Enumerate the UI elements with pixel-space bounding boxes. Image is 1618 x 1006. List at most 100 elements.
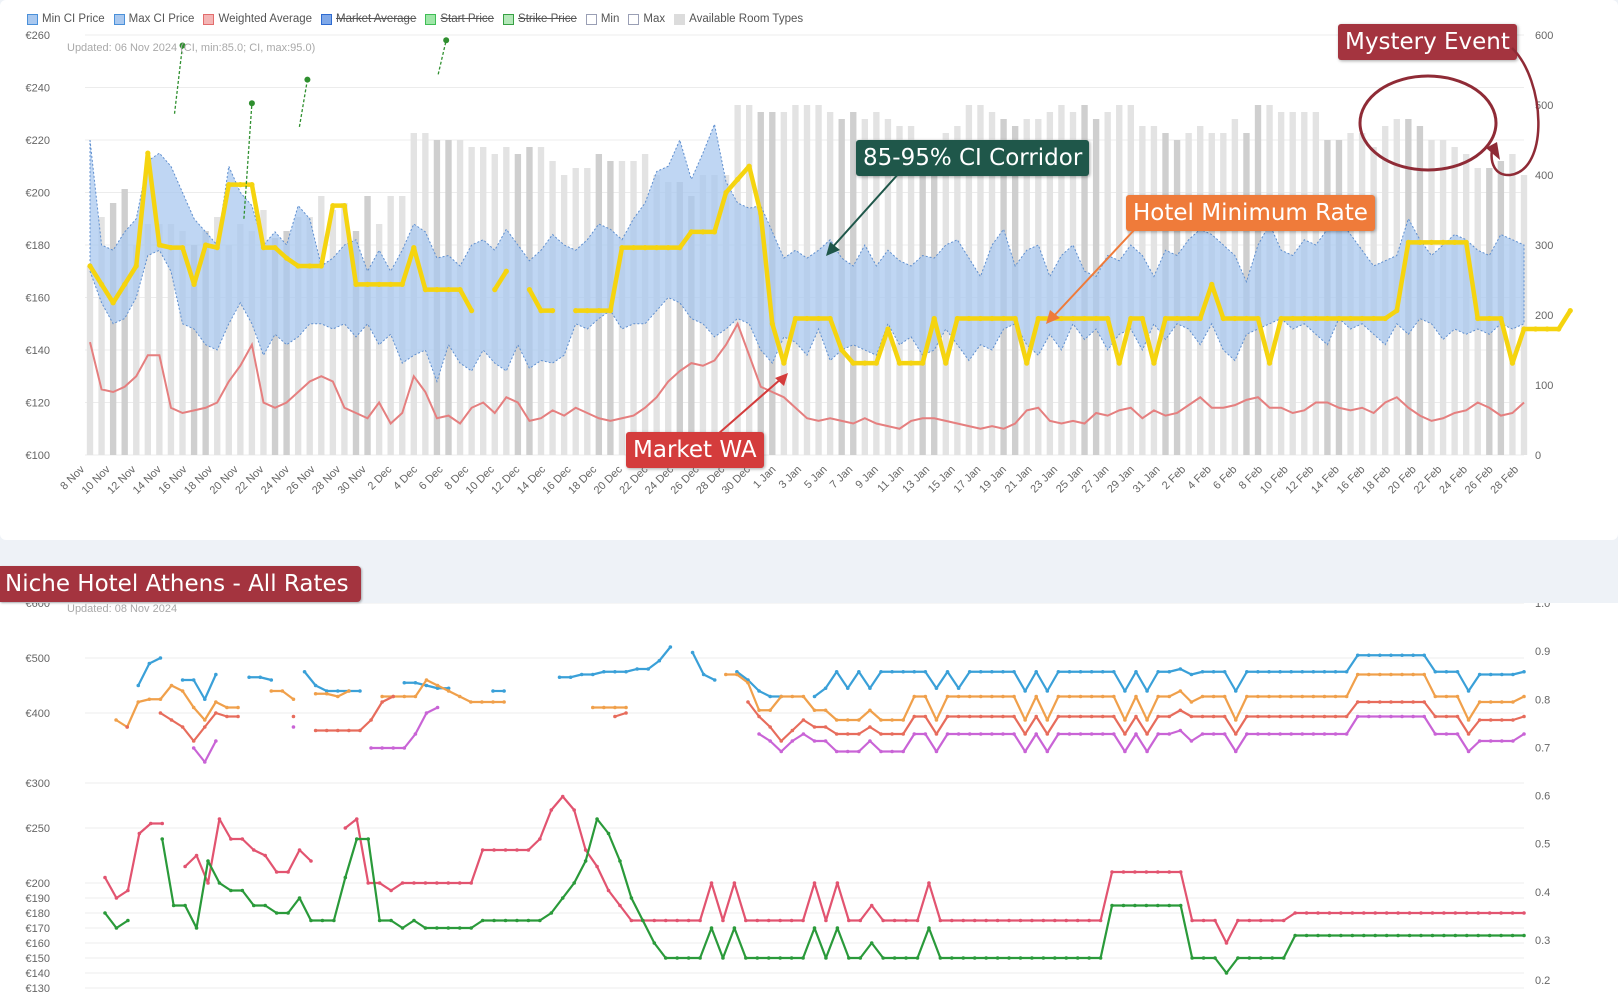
room-type-bar <box>306 217 313 455</box>
rate-series-point <box>136 700 141 704</box>
hotel-minimum-rate-point <box>896 360 903 366</box>
rate-series-point <box>1430 933 1435 938</box>
rate-series-point <box>1258 956 1263 960</box>
rate-series-point <box>136 683 141 688</box>
legend-item[interactable]: Min CI Price <box>27 13 105 25</box>
y-tick-label: €240 <box>26 83 50 95</box>
hotel-minimum-rate-point <box>977 315 984 322</box>
y-tick-label: €130 <box>26 983 50 995</box>
hotel-minimum-rate-point <box>1290 315 1296 322</box>
y2-tick-label: 400 <box>1535 170 1553 182</box>
rate-series-point <box>1289 669 1293 674</box>
legend-item[interactable]: Max CI Price <box>113 13 194 25</box>
rate-series-point <box>978 714 983 719</box>
legend-item[interactable]: Max <box>628 13 665 25</box>
rate-series-point <box>568 675 573 680</box>
rate-series-point <box>812 881 817 885</box>
rate-series-point <box>847 956 851 960</box>
rate-series-point <box>779 749 784 754</box>
rate-series-point <box>274 870 279 874</box>
hotel-minimum-rate-point <box>1452 239 1458 245</box>
rate-series-point <box>1211 694 1216 699</box>
rate-series-point <box>1477 739 1482 743</box>
rate-series-point <box>1201 956 1206 960</box>
rate-series-point <box>1078 669 1083 674</box>
rate-series-point <box>424 678 429 682</box>
rate-series-point <box>990 714 994 719</box>
rate-series-point <box>1078 732 1083 736</box>
rate-series-point <box>286 911 290 915</box>
room-type-bar <box>665 182 672 455</box>
rate-series-point <box>297 896 302 900</box>
rate-series-point <box>457 694 462 699</box>
legend-swatch <box>425 13 437 25</box>
y-tick-label: €200 <box>26 878 50 890</box>
rate-series-point <box>1396 911 1400 915</box>
rate-series-point <box>309 918 313 923</box>
legend-item[interactable]: Min <box>585 13 619 25</box>
hotel-minimum-rate-point <box>503 268 509 274</box>
hotel-minimum-rate-point <box>573 308 579 314</box>
legend-item[interactable]: Strike Price <box>503 13 577 25</box>
hotel-minimum-rate-point <box>1093 315 1099 322</box>
rate-series-point <box>1378 700 1382 704</box>
rate-series-point <box>961 918 966 923</box>
x-tick-label: 31 Jan <box>1131 464 1163 496</box>
rate-series-point <box>904 956 908 960</box>
room-type-bar <box>133 245 140 455</box>
rate-series-point <box>1322 669 1327 674</box>
rate-series-point <box>1189 672 1194 677</box>
legend-label: Strike Price <box>518 13 577 25</box>
hotel-minimum-rate-point <box>1475 315 1481 322</box>
rate-series-point <box>881 956 885 960</box>
rate-series-point <box>1056 669 1061 674</box>
rate-series-point <box>915 918 920 923</box>
rate-series-point <box>446 881 451 885</box>
rate-series-point <box>1023 732 1027 736</box>
rate-series-point <box>1112 732 1116 736</box>
hotel-minimum-rate-point <box>191 281 197 287</box>
rate-series-point <box>158 697 163 702</box>
rate-series-point <box>1256 714 1260 719</box>
rate-series-point <box>1089 714 1094 719</box>
rate-series-point <box>491 689 495 693</box>
hotel-minimum-rate-point <box>318 263 324 269</box>
rate-series-point <box>1522 669 1526 674</box>
chart-legend: Min CI Price Max CI Price Weighted Average… <box>27 11 812 27</box>
rate-series-point <box>1384 911 1389 915</box>
x-tick-label: 27 Jan <box>1080 464 1112 496</box>
rate-series-point <box>1200 714 1205 719</box>
rate-series-point <box>1442 911 1446 915</box>
hotel-minimum-rate-point <box>538 308 544 314</box>
room-type-bar <box>364 196 371 455</box>
rate-series-point <box>1098 918 1103 923</box>
rate-series-point <box>583 859 588 863</box>
rate-series-point <box>789 918 794 923</box>
y2-tick-label: 0.7 <box>1535 742 1550 754</box>
rate-series-point <box>526 918 531 923</box>
rate-series-point <box>1189 714 1194 719</box>
rate-series-point <box>191 705 196 710</box>
hotel-minimum-rate-point <box>156 242 162 248</box>
rate-series-point <box>1064 918 1069 923</box>
rate-series-point <box>1411 700 1415 704</box>
rate-series-point <box>1488 739 1493 743</box>
rate-series-point <box>1444 714 1449 719</box>
hotel-minimum-rate-point <box>1000 315 1007 322</box>
legend-item[interactable]: Available Room Types <box>674 13 803 25</box>
rate-series-point <box>1256 694 1260 699</box>
rate-series-point <box>778 956 782 960</box>
rate-series-point <box>1267 714 1271 719</box>
legend-item[interactable]: Market Average <box>321 13 416 25</box>
legend-item[interactable]: Start Price <box>425 13 494 25</box>
legend-item[interactable]: Weighted Average <box>203 13 312 25</box>
rate-series-point <box>779 694 784 699</box>
hotel-minimum-rate-point <box>642 245 648 251</box>
rate-series-point <box>225 705 229 710</box>
x-tick-label: 21 Jan <box>1003 464 1035 496</box>
rate-series-point <box>194 926 199 930</box>
rate-series-point <box>1344 732 1349 736</box>
rate-series-point <box>358 728 362 733</box>
rate-series-point <box>380 700 384 704</box>
rate-series-point <box>1488 700 1493 704</box>
